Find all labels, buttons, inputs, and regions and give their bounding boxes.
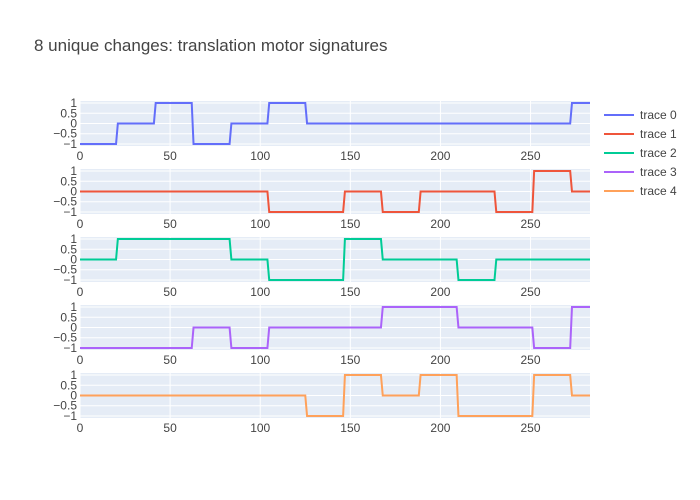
x-tick-label: 0: [77, 217, 84, 231]
legend-item-trace-2[interactable]: trace 2: [604, 146, 677, 160]
y-tick-label: −1: [63, 137, 77, 151]
series-line-trace-1[interactable]: [80, 170, 590, 213]
series-line-trace-3[interactable]: [80, 306, 590, 349]
legend-item-trace-4[interactable]: trace 4: [604, 184, 677, 198]
x-tick-label: 150: [340, 353, 360, 367]
y-tick-label: −1: [63, 409, 77, 423]
x-tick-label: 150: [340, 217, 360, 231]
y-tick-label: 1: [70, 368, 77, 382]
y-tick-label: 0: [70, 185, 77, 199]
x-tick-label: 0: [77, 149, 84, 163]
y-tick-label: −0.5: [53, 263, 77, 277]
y-tick-label: 1: [70, 232, 77, 246]
x-tick-label: 200: [430, 421, 450, 435]
y-tick-label: 0.5: [60, 174, 77, 188]
x-tick-label: 100: [250, 285, 270, 299]
x-tick-label: 100: [250, 217, 270, 231]
y-tick-label: 0: [70, 321, 77, 335]
x-tick-label: 150: [340, 149, 360, 163]
x-tick-label: 50: [163, 353, 177, 367]
series-line-trace-0[interactable]: [80, 102, 590, 145]
y-tick-label: −0.5: [53, 195, 77, 209]
y-tick-label: 0: [70, 389, 77, 403]
x-tick-label: 250: [521, 353, 541, 367]
x-tick-label: 200: [430, 353, 450, 367]
x-tick-label: 200: [430, 149, 450, 163]
x-tick-label: 250: [521, 149, 541, 163]
y-tick-label: 0.5: [60, 106, 77, 120]
chart-title: 8 unique changes: translation motor sign…: [34, 36, 387, 55]
legend-label: trace 1: [640, 127, 677, 141]
y-tick-label: 0.5: [60, 378, 77, 392]
x-tick-label: 50: [163, 149, 177, 163]
subplot-1: 0 50 100 150 200 250−1−0.500.51: [53, 164, 590, 231]
y-tick-label: 0: [70, 117, 77, 131]
x-tick-label: 0: [77, 353, 84, 367]
series-line-trace-2[interactable]: [80, 238, 590, 281]
x-tick-label: 0: [77, 421, 84, 435]
y-tick-label: 1: [70, 96, 77, 110]
subplot-2: 0 50 100 150 200 250−1−0.500.51: [53, 232, 590, 299]
x-tick-label: 200: [430, 285, 450, 299]
legend[interactable]: trace 0 trace 1 trace 2 trace 3 trace 4: [604, 108, 677, 198]
legend-label: trace 4: [640, 184, 677, 198]
x-tick-label: 0: [77, 285, 84, 299]
series-line-trace-4[interactable]: [80, 374, 590, 417]
y-tick-label: 0.5: [60, 310, 77, 324]
x-tick-label: 50: [163, 421, 177, 435]
y-tick-label: 0.5: [60, 242, 77, 256]
x-tick-label: 50: [163, 285, 177, 299]
subplot-0: 0 50 100 150 200 250−1−0.500.51: [53, 96, 590, 163]
y-tick-label: −0.5: [53, 127, 77, 141]
x-tick-label: 100: [250, 353, 270, 367]
y-tick-label: 1: [70, 164, 77, 178]
legend-label: trace 0: [640, 108, 677, 122]
y-tick-label: −0.5: [53, 331, 77, 345]
x-tick-label: 50: [163, 217, 177, 231]
x-tick-label: 100: [250, 421, 270, 435]
subplot-4: 0 50 100 150 200 250−1−0.500.51: [53, 368, 590, 435]
legend-label: trace 2: [640, 146, 677, 160]
legend-item-trace-0[interactable]: trace 0: [604, 108, 677, 122]
x-tick-label: 150: [340, 285, 360, 299]
x-tick-label: 250: [521, 285, 541, 299]
x-tick-label: 100: [250, 149, 270, 163]
y-tick-label: −0.5: [53, 399, 77, 413]
y-tick-label: −1: [63, 205, 77, 219]
x-tick-label: 250: [521, 421, 541, 435]
y-tick-label: 1: [70, 300, 77, 314]
y-tick-label: −1: [63, 273, 77, 287]
subplot-3: 0 50 100 150 200 250−1−0.500.51: [53, 300, 590, 367]
y-tick-label: −1: [63, 341, 77, 355]
x-tick-label: 250: [521, 217, 541, 231]
legend-item-trace-3[interactable]: trace 3: [604, 165, 677, 179]
legend-item-trace-1[interactable]: trace 1: [604, 127, 677, 141]
legend-label: trace 3: [640, 165, 677, 179]
subplot-panels: 0 50 100 150 200 250−1−0.500.510 50 100 150 200 25…: [53, 96, 590, 435]
x-tick-label: 150: [340, 421, 360, 435]
y-tick-label: 0: [70, 253, 77, 267]
x-tick-label: 200: [430, 217, 450, 231]
